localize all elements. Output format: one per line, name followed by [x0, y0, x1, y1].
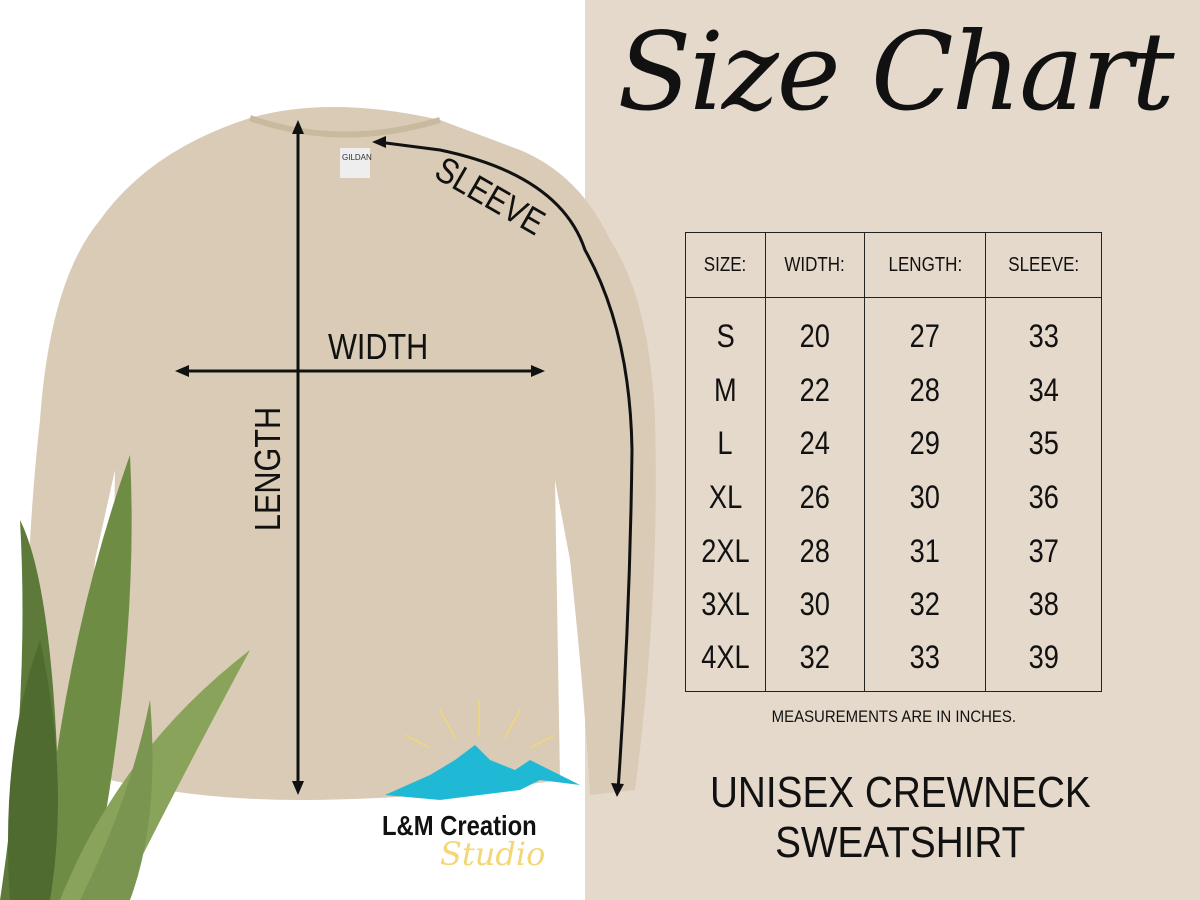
table-row: M 22 28 34 — [685, 363, 1103, 418]
table-cell: 35 — [984, 417, 1103, 471]
table-row: 4XL 32 33 39 — [685, 631, 1103, 692]
table-row: XL 26 30 36 — [685, 470, 1103, 525]
table-cell: 2XL — [685, 524, 766, 578]
table-cell: XL — [685, 470, 766, 525]
measurement-note: MEASUREMENTS ARE IN INCHES. — [771, 707, 1016, 726]
table-cell: 30 — [864, 470, 986, 525]
table-cell: 32 — [764, 631, 866, 692]
table-cell: 39 — [984, 631, 1103, 692]
table-cell: 36 — [984, 470, 1103, 525]
table-header: SIZE: WIDTH: LENGTH: SLEEVE: — [685, 232, 1103, 298]
table-cell: 4XL — [685, 631, 766, 692]
table-cell: 22 — [764, 363, 866, 418]
table-cell: L — [685, 417, 766, 471]
table-cell: 32 — [864, 577, 986, 632]
table-cell: 24 — [764, 417, 866, 471]
size-table: SIZE: WIDTH: LENGTH: SLEEVE: S 20 27 33 M 22 2… — [685, 232, 1103, 692]
table-cell: 33 — [984, 297, 1103, 364]
table-cell: 3XL — [685, 577, 766, 632]
header-size: SIZE: — [685, 232, 766, 298]
table-cell: 28 — [764, 524, 866, 578]
shirt-tag-text: GILDAN — [342, 153, 372, 162]
page-title: Size Chart — [617, 10, 1174, 135]
header-length: LENGTH: — [864, 232, 986, 298]
table-cell: 27 — [864, 297, 986, 364]
width-label: WIDTH — [328, 326, 429, 367]
table-row: 3XL 30 32 38 — [685, 577, 1103, 632]
product-name: UNISEX CREWNECK SWEATSHIRT — [709, 768, 1091, 867]
table-cell: 30 — [764, 577, 866, 632]
table-cell: 37 — [984, 524, 1103, 578]
table-cell: M — [685, 363, 766, 418]
sweatshirt-image: GILDAN — [0, 106, 656, 900]
table-cell: 26 — [764, 470, 866, 525]
header-sleeve: SLEEVE: — [984, 232, 1103, 298]
logo-mountains-icon — [385, 700, 580, 800]
sleeve-arrow — [377, 140, 634, 791]
plant-image — [0, 455, 250, 900]
table-cell: 29 — [864, 417, 986, 471]
table-row: 2XL 28 31 37 — [685, 524, 1103, 578]
table-cell: 31 — [864, 524, 986, 578]
table-cell: 20 — [764, 297, 866, 364]
table-row: S 20 27 33 — [685, 297, 1103, 364]
table-cell: 28 — [864, 363, 986, 418]
table-cell: 34 — [984, 363, 1103, 418]
table-cell: 38 — [984, 577, 1103, 632]
header-width: WIDTH: — [764, 232, 866, 298]
table-row: L 24 29 35 — [685, 417, 1103, 471]
logo-text: L&M Creation — [382, 810, 537, 841]
shirt-tag — [340, 148, 370, 178]
table-cell: 33 — [864, 631, 986, 692]
table-cell: S — [685, 297, 766, 364]
logo-subtext: Studio — [440, 835, 546, 873]
length-label: LENGTH — [247, 406, 289, 532]
